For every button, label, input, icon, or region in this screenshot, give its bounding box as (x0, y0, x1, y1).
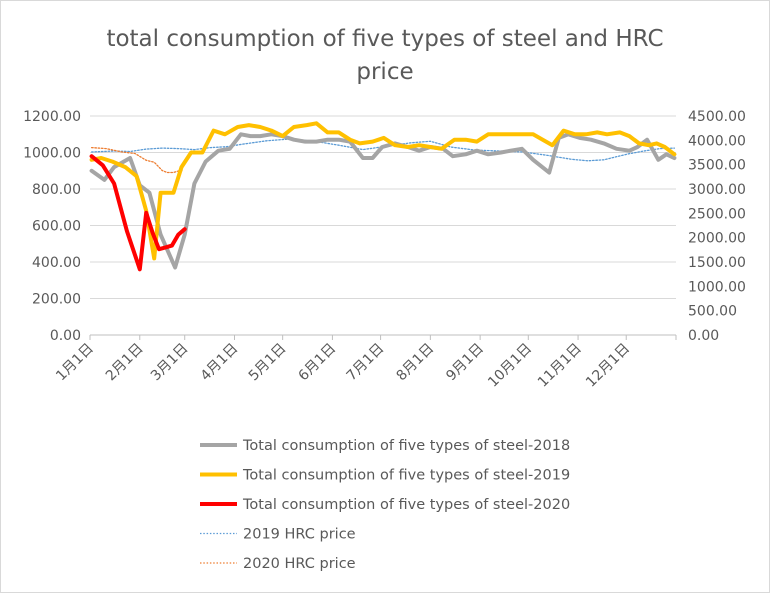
series-line-0 (89, 132, 677, 270)
plot-series (89, 121, 677, 272)
legend-label-1: Total consumption of five types of steel… (242, 468, 570, 484)
y-left-tick-label: 200.00 (32, 292, 81, 308)
series-line-3 (90, 138, 676, 162)
y-left-tick-label: 800.00 (32, 182, 81, 198)
legend-label-2: Total consumption of five types of steel… (242, 497, 570, 513)
y-right-tick-label: 1500.00 (688, 255, 746, 271)
legend-label-4: 2020 HRC price (243, 556, 356, 572)
y-right-tick-label: 2000.00 (688, 231, 746, 247)
series-line-2 (89, 154, 187, 272)
y-right-tick-label: 3000.00 (688, 182, 746, 198)
y-right-tick-label: 0.00 (688, 328, 719, 344)
legend: Total consumption of five types of steel… (200, 438, 570, 572)
y-right-tick-label: 1000.00 (688, 279, 746, 295)
y-left-tick-label: 1200.00 (23, 109, 81, 125)
y-right-tick-label: 500.00 (688, 304, 737, 320)
y-left-tick-label: 0.00 (50, 328, 81, 344)
y-right-tick-label: 2500.00 (688, 206, 746, 222)
y-left-tick-label: 1000.00 (23, 146, 81, 162)
chart-title-line-1: total consumption of five types of steel… (106, 26, 663, 52)
series-line-1 (89, 121, 677, 261)
y-right-tick-label: 4000.00 (688, 133, 746, 149)
y-axis-left: 0.00 200.00 400.00 600.00 800.00 1000.00 1200.… (23, 109, 81, 344)
y-left-tick-label: 600.00 (32, 219, 81, 235)
y-axis-right: 0.00 500.00 1000.00 1500.00 2000.00 2500.00 30… (688, 109, 746, 344)
chart-title-line-2: price (356, 59, 413, 85)
y-left-tick-label: 400.00 (32, 255, 81, 271)
y-right-tick-label: 4500.00 (688, 109, 746, 125)
legend-label-3: 2019 HRC price (243, 527, 356, 543)
legend-label-0: Total consumption of five types of steel… (242, 438, 570, 454)
y-right-tick-label: 3500.00 (688, 158, 746, 174)
series-line-4 (90, 146, 184, 174)
